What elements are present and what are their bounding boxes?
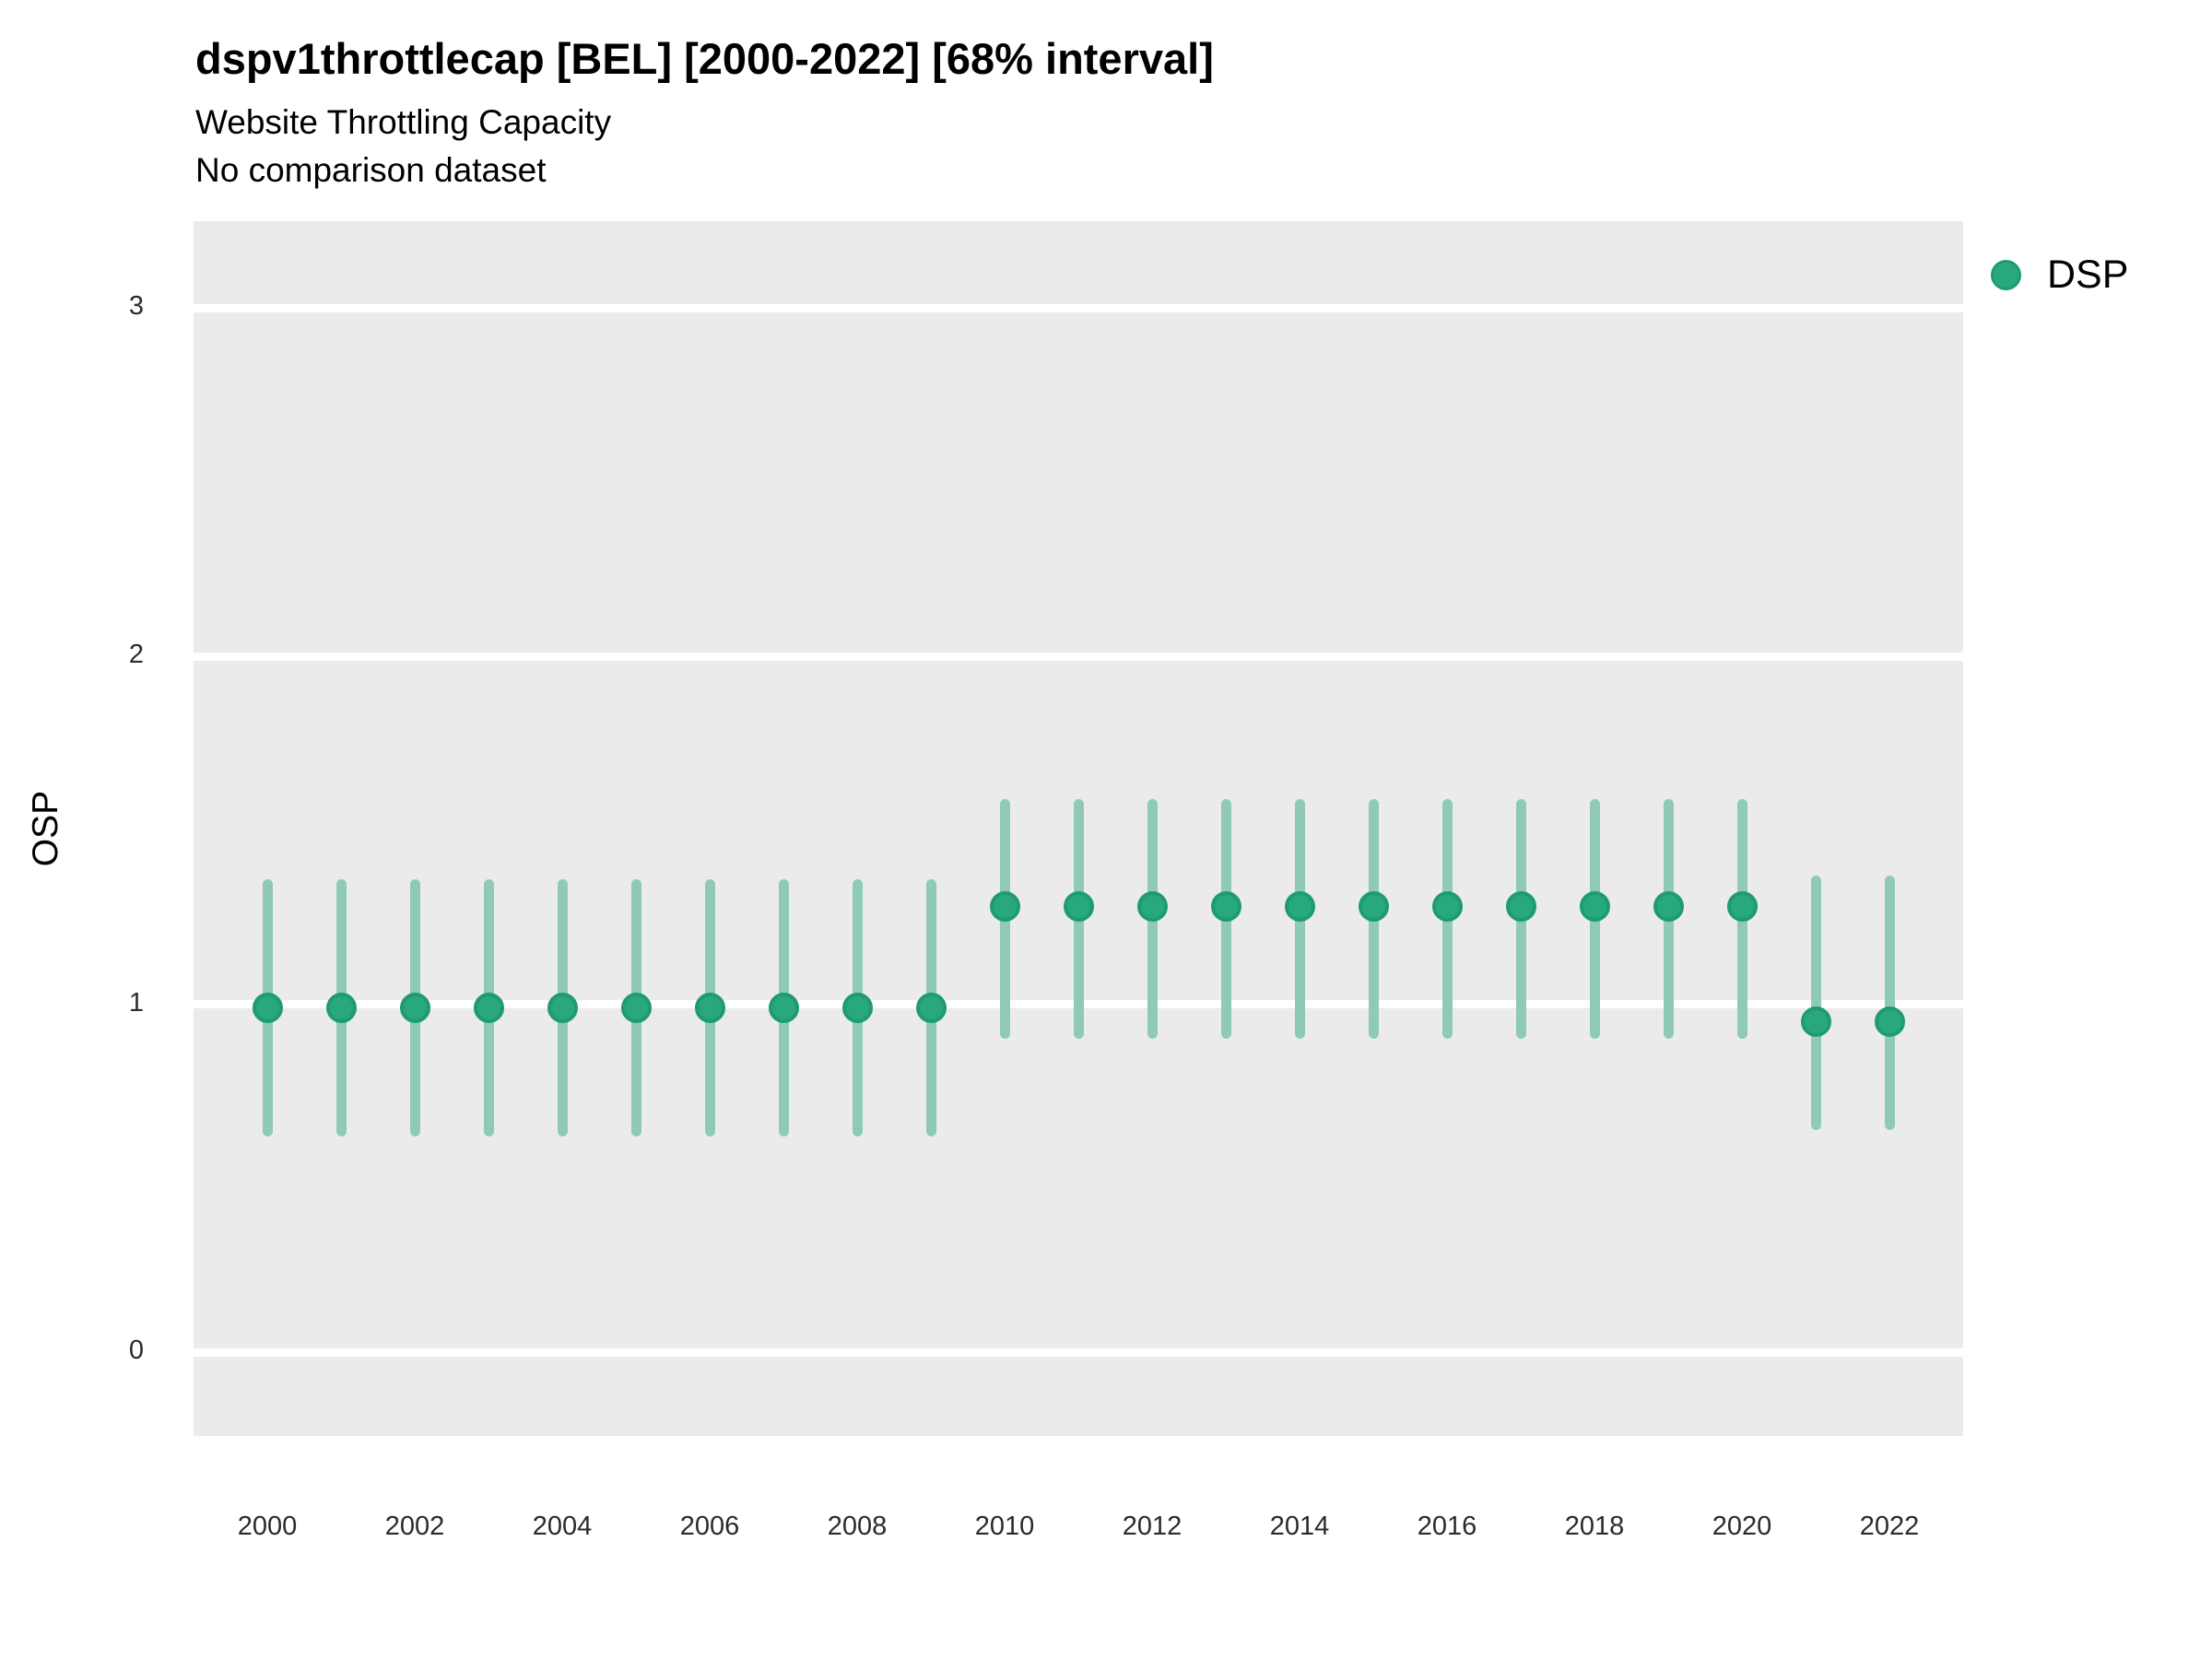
data-point bbox=[1284, 891, 1315, 923]
data-point bbox=[1653, 891, 1684, 923]
x-tick-label: 2020 bbox=[1712, 1512, 1772, 1541]
data-point bbox=[1358, 891, 1389, 923]
data-point bbox=[1579, 891, 1610, 923]
legend-point-icon bbox=[1991, 259, 2021, 290]
y-tick-label: 3 bbox=[128, 291, 144, 322]
x-tick-label: 2016 bbox=[1417, 1512, 1477, 1541]
interval-bar bbox=[1884, 875, 1895, 1130]
chart-title: dspv1throttlecap [BEL] [2000-2022] [68% … bbox=[195, 34, 1214, 83]
data-point bbox=[841, 992, 873, 1023]
x-tick-label: 2000 bbox=[237, 1512, 298, 1541]
x-tick-label: 2022 bbox=[1859, 1512, 1920, 1541]
x-tick-label: 2014 bbox=[1269, 1512, 1330, 1541]
gridline-y-2 bbox=[194, 652, 1963, 661]
data-point bbox=[1800, 1006, 1831, 1038]
data-point bbox=[620, 992, 652, 1023]
data-point bbox=[252, 992, 283, 1023]
data-point bbox=[989, 891, 1020, 923]
x-tick-label: 2010 bbox=[974, 1512, 1035, 1541]
chart-note: No comparison dataset bbox=[195, 151, 547, 189]
y-tick-label: 2 bbox=[128, 640, 144, 670]
data-point bbox=[1505, 891, 1536, 923]
gridline-y-0 bbox=[194, 1347, 1963, 1357]
data-point bbox=[768, 992, 799, 1023]
legend: DSP bbox=[1991, 251, 2128, 299]
data-point bbox=[915, 992, 947, 1023]
legend-label: DSP bbox=[2047, 252, 2129, 297]
data-point bbox=[1063, 891, 1094, 923]
y-axis-title: OSP bbox=[26, 790, 65, 867]
data-point bbox=[1726, 891, 1758, 923]
x-tick-label: 2002 bbox=[384, 1512, 445, 1541]
gridline-y-3 bbox=[194, 303, 1963, 312]
chart-subtitle: Website Throttling Capacity bbox=[195, 103, 612, 141]
data-point bbox=[1431, 891, 1463, 923]
data-point bbox=[547, 992, 578, 1023]
interval-bar bbox=[1810, 875, 1821, 1130]
data-point bbox=[1210, 891, 1241, 923]
x-tick-label: 2008 bbox=[827, 1512, 888, 1541]
data-point bbox=[325, 992, 357, 1023]
data-point bbox=[1136, 891, 1168, 923]
y-tick-label: 0 bbox=[128, 1335, 144, 1366]
plot-panel bbox=[194, 221, 1963, 1436]
x-tick-label: 2004 bbox=[532, 1512, 593, 1541]
x-tick-label: 2006 bbox=[679, 1512, 740, 1541]
data-point bbox=[1874, 1006, 1905, 1038]
x-tick-label: 2018 bbox=[1564, 1512, 1625, 1541]
data-point bbox=[399, 992, 430, 1023]
data-point bbox=[694, 992, 725, 1023]
x-tick-label: 2012 bbox=[1122, 1512, 1182, 1541]
data-point bbox=[473, 992, 504, 1023]
y-tick-label: 1 bbox=[128, 987, 144, 1018]
